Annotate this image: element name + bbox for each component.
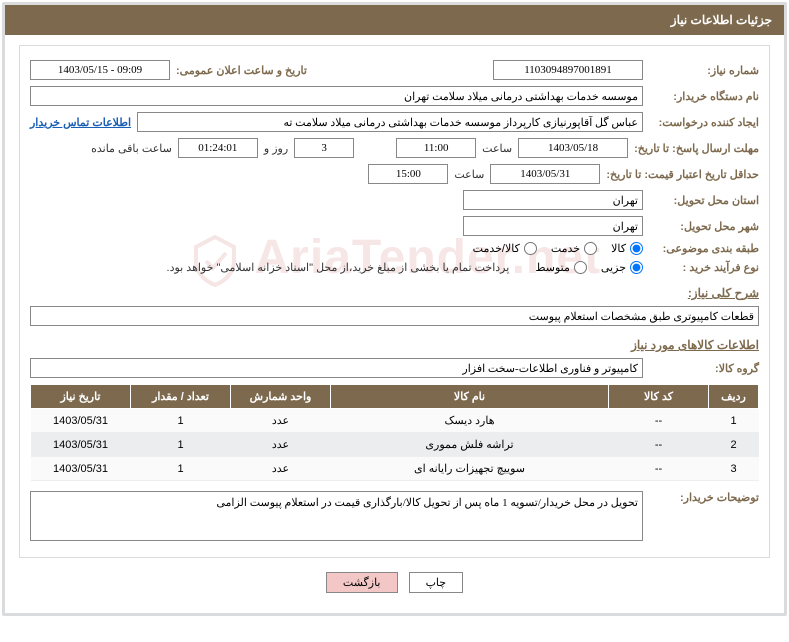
table-row: 3--سوییچ تجهیزات رایانه ایعدد11403/05/31 (31, 457, 759, 481)
back-button[interactable]: بازگشت (326, 572, 398, 593)
th-need-date: تاریخ نیاز (31, 385, 131, 409)
cell-qty: 1 (131, 433, 231, 457)
label-validity: حداقل تاریخ اعتبار قیمت: تا تاریخ: (606, 168, 759, 181)
radio-goods-label: کالا (611, 242, 626, 255)
deadline-date-field[interactable] (518, 138, 628, 158)
th-name: نام کالا (331, 385, 609, 409)
cell-qty: 1 (131, 457, 231, 481)
need-desc-field[interactable] (30, 306, 759, 326)
goods-group-field[interactable] (30, 358, 643, 378)
cell-unit: عدد (231, 409, 331, 433)
label-subject-cat: طبقه بندی موضوعی: (649, 242, 759, 255)
cell-unit: عدد (231, 433, 331, 457)
remain-days-field[interactable] (294, 138, 354, 158)
label-remaining: ساعت باقی مانده (91, 142, 172, 155)
goods-info-title: اطلاعات کالاهای مورد نیاز (30, 338, 759, 352)
cell-name: سوییچ تجهیزات رایانه ای (331, 457, 609, 481)
radio-goods[interactable] (630, 242, 643, 255)
process-note: پرداخت تمام یا بخشی از مبلغ خرید،از محل … (167, 261, 510, 274)
cell-code: -- (609, 433, 709, 457)
radio-service-label: خدمت (551, 242, 580, 255)
label-buyer-org: نام دستگاه خریدار: (649, 90, 759, 103)
cell-code: -- (609, 409, 709, 433)
validity-date-field[interactable] (490, 164, 600, 184)
cell-name: تراشه فلش مموری (331, 433, 609, 457)
table-row: 2--تراشه فلش مموریعدد11403/05/31 (31, 433, 759, 457)
need-desc-title: شرح کلی نیاز: (30, 286, 759, 300)
th-qty: تعداد / مقدار (131, 385, 231, 409)
creator-field[interactable] (137, 112, 643, 132)
cell-row: 3 (709, 457, 759, 481)
th-unit: واحد شمارش (231, 385, 331, 409)
category-radio-group: کالا خدمت کالا/خدمت (473, 242, 643, 255)
radio-partial-label: جزیی (601, 261, 626, 274)
label-buyer-notes: توضیحات خریدار: (649, 491, 759, 504)
buyer-notes-field[interactable] (30, 491, 643, 541)
buyer-org-field[interactable] (30, 86, 643, 106)
remain-clock-field[interactable] (178, 138, 258, 158)
label-goods-group: گروه کالا: (649, 362, 759, 375)
cell-row: 2 (709, 433, 759, 457)
deadline-hour-field[interactable] (396, 138, 476, 158)
city-field[interactable] (463, 216, 643, 236)
label-need-no: شماره نیاز: (649, 64, 759, 77)
buyer-contact-link[interactable]: اطلاعات تماس خریدار (30, 116, 131, 129)
radio-goods-service[interactable] (524, 242, 537, 255)
label-hour-2: ساعت (454, 168, 484, 181)
radio-goods-service-label: کالا/خدمت (473, 242, 520, 255)
public-date-field[interactable] (30, 60, 170, 80)
table-row: 1--هارد دیسکعدد11403/05/31 (31, 409, 759, 433)
label-public-date: تاریخ و ساعت اعلان عمومی: (176, 64, 307, 77)
cell-name: هارد دیسک (331, 409, 609, 433)
main-form: شماره نیاز: تاریخ و ساعت اعلان عمومی: نا… (19, 45, 770, 558)
cell-code: -- (609, 457, 709, 481)
cell-needDate: 1403/05/31 (31, 433, 131, 457)
title-bar: جزئیات اطلاعات نیاز (5, 5, 784, 35)
th-code: کد کالا (609, 385, 709, 409)
radio-medium-label: متوسط (535, 261, 570, 274)
cell-unit: عدد (231, 457, 331, 481)
validity-hour-field[interactable] (368, 164, 448, 184)
cell-needDate: 1403/05/31 (31, 409, 131, 433)
radio-partial[interactable] (630, 261, 643, 274)
cell-needDate: 1403/05/31 (31, 457, 131, 481)
label-city: شهر محل تحویل: (649, 220, 759, 233)
province-field[interactable] (463, 190, 643, 210)
radio-service[interactable] (584, 242, 597, 255)
cell-row: 1 (709, 409, 759, 433)
need-no-field[interactable] (493, 60, 643, 80)
radio-medium[interactable] (574, 261, 587, 274)
process-radio-group: جزیی متوسط (535, 261, 643, 274)
label-days-and: روز و (264, 142, 288, 155)
label-province: استان محل تحویل: (649, 194, 759, 207)
th-row: ردیف (709, 385, 759, 409)
label-deadline: مهلت ارسال پاسخ: تا تاریخ: (634, 142, 759, 155)
goods-table: ردیف کد کالا نام کالا واحد شمارش تعداد /… (30, 384, 759, 481)
cell-qty: 1 (131, 409, 231, 433)
label-buy-process: نوع فرآیند خرید : (649, 261, 759, 274)
print-button[interactable]: چاپ (409, 572, 464, 593)
label-creator: ایجاد کننده درخواست: (649, 116, 759, 129)
label-hour-1: ساعت (482, 142, 512, 155)
